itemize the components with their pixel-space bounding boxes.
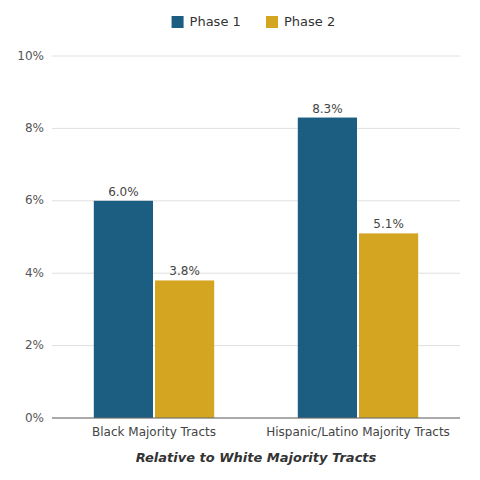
y-tick-label: 0%: [25, 411, 44, 425]
data-label: 8.3%: [312, 102, 343, 116]
legend-label: Phase 2: [284, 14, 335, 29]
y-tick-label: 8%: [25, 121, 44, 135]
x-axis-label: Relative to White Majority Tracts: [136, 450, 377, 465]
grid-line: [52, 128, 460, 129]
x-axis-line: [52, 418, 460, 419]
y-tick-label: 4%: [25, 266, 44, 280]
data-labels: 6.0% 8.3% 3.8% 5.1%: [108, 102, 404, 279]
legend-label: Phase 1: [190, 14, 241, 29]
x-axis: Black Majority Tracts Hispanic/Latino Maj…: [52, 418, 460, 465]
legend-swatch: [266, 16, 278, 28]
y-tick-label: 6%: [25, 193, 44, 207]
grid-line: [52, 418, 460, 419]
y-axis: 0% 2% 4% 6% 8% 10%: [17, 49, 460, 425]
x-tick-label: Black Majority Tracts: [92, 425, 216, 439]
chart: 0% 2% 4% 6% 8% 10% 6.0% 8.3% 3.8% 5.1% Black Major…: [0, 0, 480, 480]
bars: [94, 118, 418, 418]
bar: [298, 118, 357, 418]
legend: Phase 1 Phase 2: [172, 14, 336, 29]
grid-line: [52, 56, 460, 57]
y-tick-label: 2%: [25, 338, 44, 352]
bar: [359, 233, 418, 418]
data-label: 6.0%: [108, 185, 139, 199]
y-tick-label: 10%: [17, 49, 44, 63]
data-label: 3.8%: [169, 264, 200, 278]
bar: [94, 201, 153, 418]
bar: [155, 280, 214, 418]
legend-swatch: [172, 16, 184, 28]
x-tick-label: Hispanic/Latino Majority Tracts: [266, 425, 450, 439]
data-label: 5.1%: [373, 217, 404, 231]
